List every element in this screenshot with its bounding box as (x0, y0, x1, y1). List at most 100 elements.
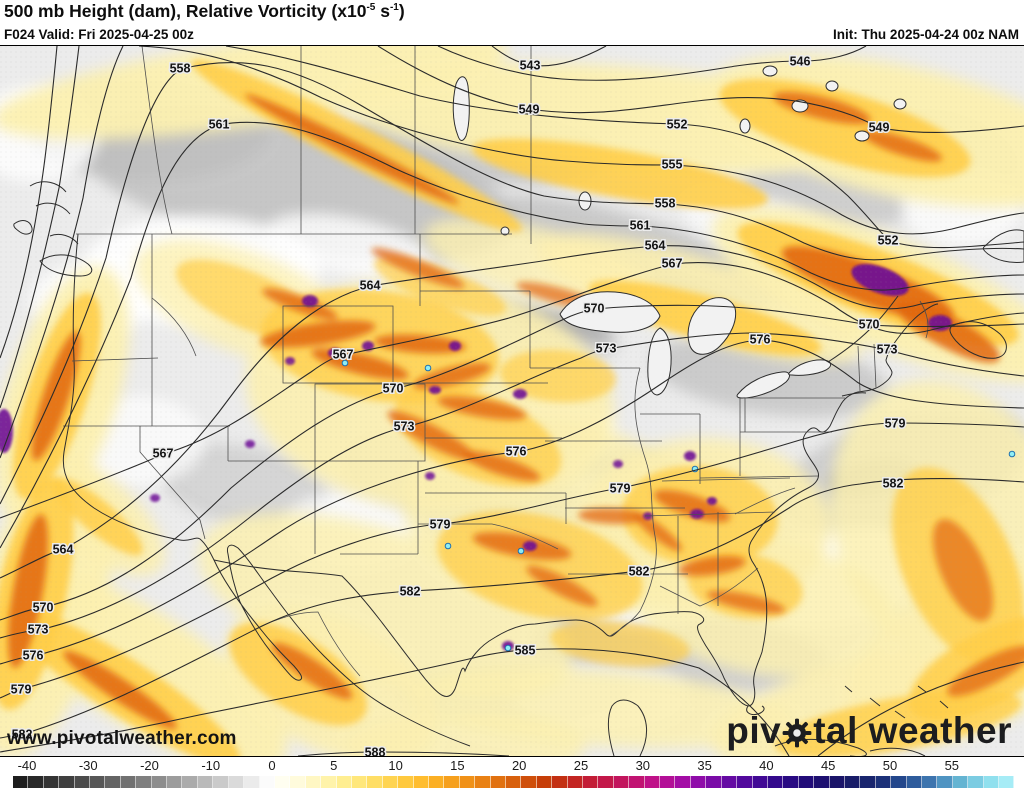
colorbar-cell (74, 776, 91, 788)
colorbar-tick-label: -20 (140, 758, 159, 773)
contour-label: 573 (596, 342, 617, 356)
colorbar-cell (552, 776, 568, 788)
contour-label: 552 (878, 234, 899, 248)
contour-label: 552 (667, 118, 688, 132)
contour-label: 579 (610, 482, 631, 496)
colorbar-tick-label: 10 (388, 758, 403, 773)
colorbar-cell (351, 776, 368, 788)
contour-label: 549 (519, 103, 540, 117)
colorbar-cell (120, 776, 137, 788)
contour-label: 588 (365, 746, 386, 757)
contour-label: 567 (662, 257, 683, 271)
colorbar-cell (321, 776, 337, 788)
colorbar-tick-label: 35 (697, 758, 712, 773)
colorbar-cell (13, 776, 29, 788)
colorbar-cell (151, 776, 168, 788)
colorbar-tick-label: 15 (450, 758, 465, 773)
colorbar-cell (105, 776, 121, 788)
gear-icon (782, 718, 812, 748)
logo-text-suffix: tal weather (813, 710, 1012, 751)
colorbar-cell (28, 776, 44, 788)
colorbar-cell (952, 776, 969, 788)
contour-label: 573 (394, 420, 415, 434)
contour-label: 561 (630, 219, 651, 233)
contour-label: 585 (515, 644, 536, 658)
colorbar-tick-label: 40 (759, 758, 774, 773)
colorbar-cell (59, 776, 75, 788)
forecast-valid-label: F024 Valid: Fri 2025-04-25 00z (4, 27, 194, 42)
colorbar-cell (752, 776, 768, 788)
height-contours (0, 46, 1024, 756)
colorbar-cell (814, 776, 830, 788)
contour-label: 576 (23, 649, 44, 663)
contour-label: 558 (170, 62, 191, 76)
colorbar-cells (13, 776, 1015, 788)
colorbar-cell (43, 776, 60, 788)
contour-label: 582 (629, 565, 650, 579)
contour-label: 570 (859, 318, 880, 332)
colorbar-cell (413, 776, 429, 788)
contour-label: 564 (53, 543, 74, 557)
colorbar-cell (968, 776, 984, 788)
colorbar-cell (382, 776, 399, 788)
contour-label: 564 (360, 279, 381, 293)
contour-label: 564 (645, 239, 666, 253)
colorbar-cell (428, 776, 445, 788)
contour-label: 582 (400, 585, 421, 599)
logo-text-prefix: piv (726, 710, 782, 751)
colorbar-cell (937, 776, 953, 788)
colorbar-cell (398, 776, 414, 788)
contour-label: 573 (877, 343, 898, 357)
colorbar-cell (891, 776, 907, 788)
colorbar-cell (690, 776, 707, 788)
colorbar-cell (675, 776, 691, 788)
colorbar-cell (767, 776, 784, 788)
contour-label: 549 (869, 121, 890, 135)
colorbar-cell (598, 776, 614, 788)
colorbar-cell (875, 776, 892, 788)
colorbar-cell (613, 776, 630, 788)
colorbar-cell (737, 776, 753, 788)
colorbar-cell (305, 776, 322, 788)
pivotal-weather-logo: piv tal weather (726, 710, 1012, 752)
colorbar-cell (244, 776, 260, 788)
colorbar-cell (274, 776, 291, 788)
colorbar-cell (197, 776, 214, 788)
colorbar-cell (536, 776, 553, 788)
colorbar-cell (721, 776, 738, 788)
colorbar-cell (860, 776, 876, 788)
contour-label: 543 (520, 59, 541, 73)
colorbar-tick-label: 50 (882, 758, 898, 773)
colorbar-cell (921, 776, 938, 788)
stipple-texture (0, 46, 1024, 756)
colorbar-cell (459, 776, 476, 788)
colorbar-cell (583, 776, 599, 788)
colorbar-tick-label: -40 (17, 758, 37, 773)
colorbar-cell (521, 776, 537, 788)
contour-label: 570 (33, 601, 54, 615)
contour-label: 570 (383, 382, 404, 396)
contour-label: 573 (28, 623, 49, 637)
colorbar-cell (660, 776, 676, 788)
contour-label: 582 (883, 477, 904, 491)
colorbar-cell (567, 776, 584, 788)
colorbar-tick-label: 5 (330, 758, 338, 773)
colorbar-cell (983, 776, 999, 788)
colorbar-tick-label: 20 (511, 758, 527, 773)
contour-label: 561 (209, 118, 230, 132)
map-canvas: 558 561 543 546 549 549 552 552 555 558 561 564 564 5… (0, 45, 1024, 757)
colorbar-cell (644, 776, 661, 788)
colorbar-cell (475, 776, 491, 788)
coastlines (13, 181, 1024, 756)
lakes (452, 65, 907, 399)
colorbar-cell (228, 776, 245, 788)
contour-label: 579 (885, 417, 906, 431)
contour-label: 579 (430, 518, 451, 532)
colorbar-tick-label: 25 (573, 758, 589, 773)
colorbar-tick-label: -30 (78, 758, 98, 773)
colorbar-cell (706, 776, 722, 788)
colorbar-cell (136, 776, 152, 788)
colorbar-cell (336, 776, 352, 788)
colorbar-cell (629, 776, 645, 788)
